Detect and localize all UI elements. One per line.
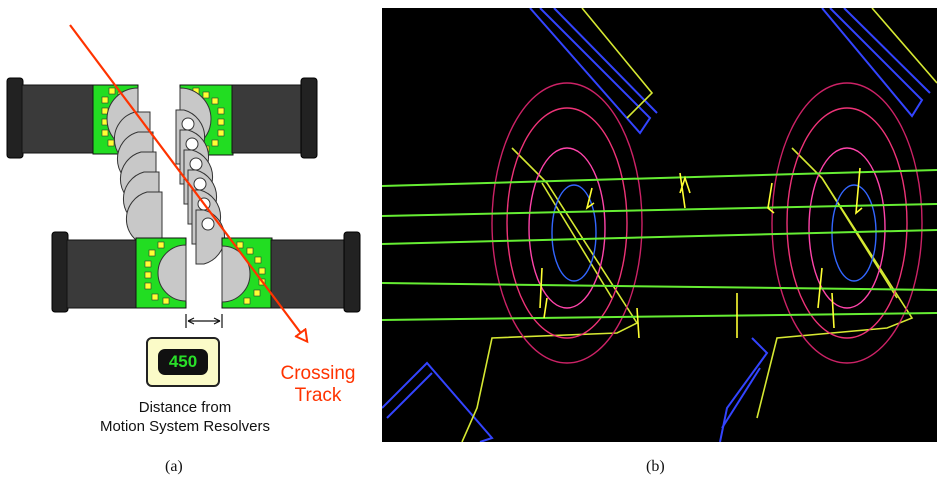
distance-label-line1: Distance from — [138, 399, 232, 416]
lower-left-bond-pads — [144, 241, 170, 305]
gap-dimension — [185, 314, 223, 328]
crossing-label-line2: Track — [294, 385, 342, 406]
distance-readout: 450 — [146, 337, 220, 387]
blue-module-edges — [382, 8, 931, 442]
hit-marks — [539, 167, 863, 339]
panel-b-event-display — [382, 8, 937, 442]
upper-right-bond-pads — [192, 87, 225, 153]
right-disc-stack — [175, 109, 226, 265]
detector-rings — [491, 82, 923, 364]
crossing-track-label: Crossing Track — [268, 363, 368, 407]
caption-b: (b) — [646, 458, 665, 475]
distance-label-line2: Motion System Resolvers — [99, 418, 271, 435]
lower-left-module — [51, 231, 187, 313]
track-lines — [382, 169, 937, 321]
module-schematic-svg — [6, 24, 361, 450]
crossing-track-arrow — [69, 24, 306, 340]
caption-a: (a) — [165, 458, 183, 475]
event-display-svg — [382, 8, 937, 442]
readout-value: 450 — [158, 349, 208, 375]
panel-a-schematic: 450 Crossing Track Distance from Motion … — [0, 0, 370, 450]
distance-description: Distance from Motion System Resolvers — [40, 398, 330, 436]
crossing-label-line1: Crossing — [280, 363, 356, 384]
lower-right-module — [221, 231, 361, 313]
left-disc-stack — [113, 111, 163, 247]
